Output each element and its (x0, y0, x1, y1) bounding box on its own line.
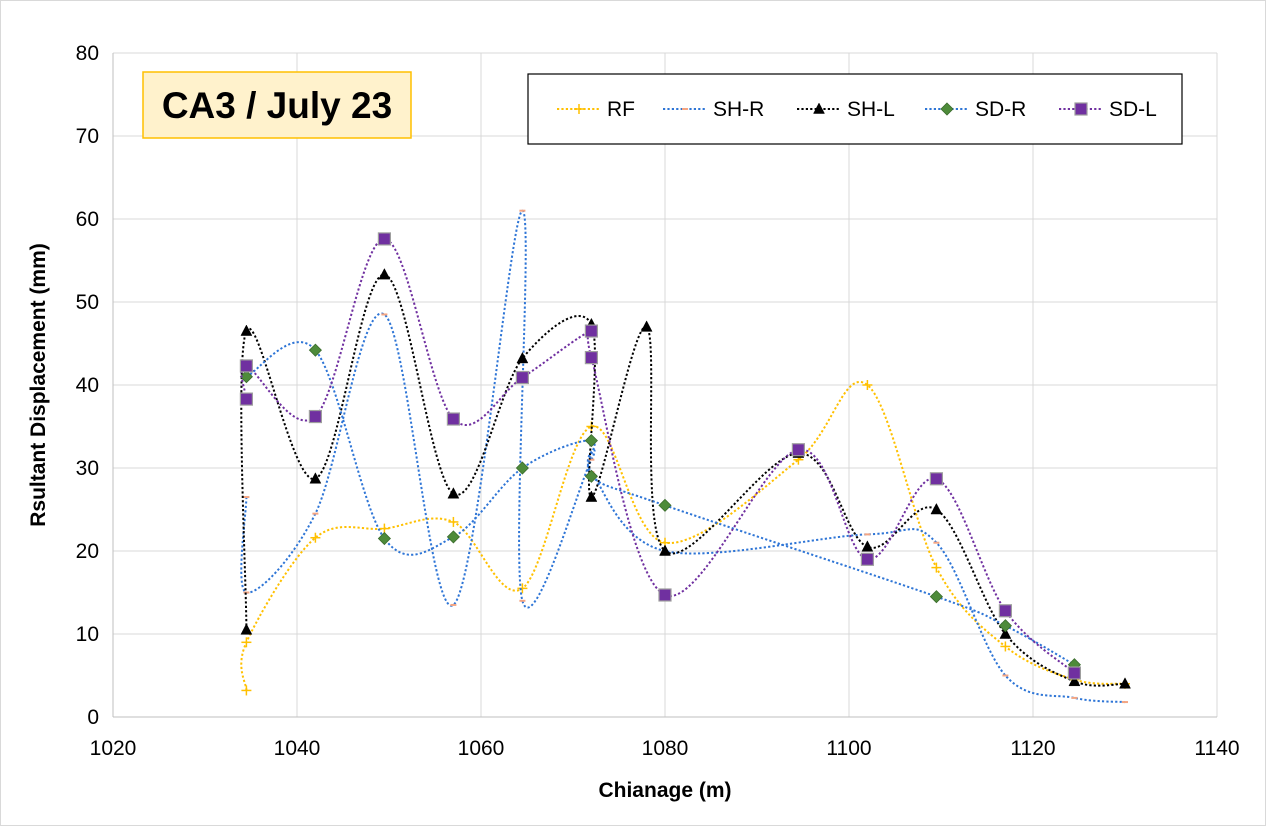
series-sd-r (239, 341, 1081, 672)
series-line (245, 341, 1075, 666)
legend-label: SD-L (1109, 98, 1157, 121)
x-axis-title: Chianage (m) (598, 779, 731, 802)
data-point (640, 320, 653, 332)
chart-title-background (142, 71, 412, 139)
data-point (1000, 641, 1011, 652)
series-line (240, 237, 1076, 674)
data-point (239, 392, 253, 406)
legend-item-sh-r: SH-R (663, 98, 764, 121)
y-tick-label: 0 (87, 706, 99, 729)
data-point (448, 516, 459, 527)
series-layer (239, 209, 1131, 704)
y-tick-label: 80 (76, 42, 99, 65)
data-point (931, 562, 942, 573)
data-point (998, 604, 1013, 618)
y-tick-label: 60 (76, 208, 99, 231)
data-point (517, 583, 528, 594)
data-point (379, 523, 390, 534)
x-tick-label: 1120 (1010, 737, 1055, 760)
x-tick-label: 1060 (458, 737, 505, 760)
data-point (659, 544, 671, 556)
legend-marker (1074, 102, 1088, 116)
y-tick-label: 10 (76, 623, 99, 646)
data-point (239, 359, 253, 373)
x-tick-label: 1020 (90, 737, 137, 760)
legend-marker (813, 102, 825, 114)
y-axis-title: Rsultant Displacement (mm) (27, 243, 50, 527)
data-point (240, 324, 253, 336)
data-point (584, 351, 599, 365)
data-point (515, 461, 529, 475)
legend-label: RF (607, 98, 635, 121)
data-point (239, 370, 253, 384)
data-point (377, 531, 391, 546)
data-point (929, 472, 944, 486)
chart-title-box: CA3 / July 23 (142, 71, 412, 139)
data-point (308, 343, 322, 357)
data-point (999, 627, 1012, 639)
data-point (446, 412, 460, 426)
data-point (584, 469, 598, 483)
data-point (240, 623, 253, 635)
x-tick-label: 1140 (1194, 737, 1239, 760)
data-point (241, 685, 252, 696)
data-point (930, 502, 943, 515)
data-point (860, 552, 875, 566)
data-point (861, 540, 874, 552)
data-point (241, 637, 252, 648)
data-point (791, 443, 806, 457)
series-sd-l (239, 232, 1082, 680)
legend-item-rf: RF (557, 98, 635, 121)
legend-label: SD-R (975, 98, 1026, 121)
data-point (310, 532, 321, 543)
data-point (516, 351, 529, 364)
y-tick-label: 50 (76, 291, 99, 314)
data-point (446, 530, 460, 544)
data-point (1119, 677, 1131, 689)
data-point (447, 487, 460, 499)
legend-marker (940, 102, 954, 116)
data-point (308, 409, 322, 424)
data-point (378, 268, 391, 280)
legend-item-sd-l: SD-L (1059, 98, 1157, 121)
y-tick-label: 40 (76, 374, 99, 397)
legend-item-sd-r: SD-R (925, 98, 1026, 121)
data-point (658, 588, 672, 602)
data-point (1068, 674, 1081, 687)
data-point (1067, 666, 1082, 680)
legend-label: SH-R (713, 98, 764, 121)
series-sh-r (240, 209, 1128, 704)
x-tick-label: 1080 (642, 737, 689, 760)
data-point (658, 498, 672, 512)
data-point (862, 380, 873, 390)
legend: RF SH-R SH-L SD-R SD-L (527, 73, 1183, 145)
y-tick-label: 20 (76, 540, 99, 563)
data-point (377, 232, 391, 246)
x-tick-label: 1040 (274, 737, 321, 760)
data-point (584, 324, 599, 338)
legend-label: SH-L (847, 98, 895, 121)
y-tick-label: 30 (76, 457, 99, 480)
legend-item-sh-l: SH-L (797, 98, 895, 121)
data-point (309, 472, 322, 484)
data-point (929, 590, 943, 604)
chart-title: CA3 / July 23 (162, 85, 392, 126)
data-point (584, 434, 598, 448)
legend-box (527, 73, 1183, 145)
data-point (585, 490, 598, 502)
series-line (240, 381, 1126, 691)
x-tick-label: 1100 (826, 737, 871, 760)
legend-marker (574, 104, 584, 114)
data-point (515, 370, 530, 385)
data-point (998, 619, 1012, 633)
y-tick-label: 70 (76, 125, 99, 148)
